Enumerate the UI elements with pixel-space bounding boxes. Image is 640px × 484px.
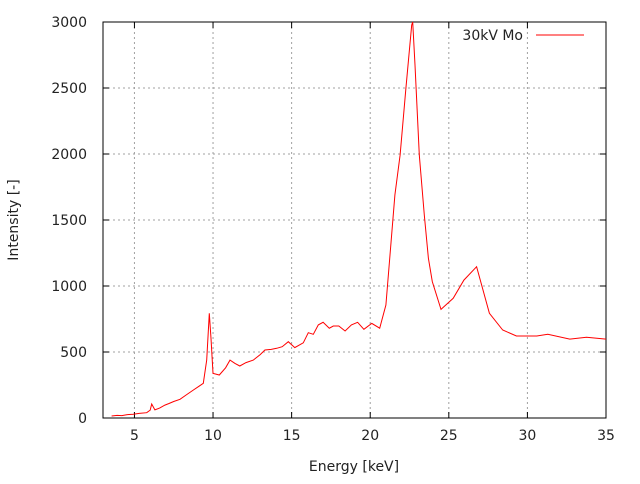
series-layer: [112, 22, 606, 416]
grid: [103, 22, 606, 418]
x-tick-label: 15: [283, 428, 301, 444]
x-tick-label: 35: [597, 428, 615, 444]
x-tick-label: 25: [440, 428, 458, 444]
y-tick-label: 500: [60, 345, 87, 361]
ticks: 5 10 15 20 25 30 35 0 500 1000 1500 2000 2500 3000: [51, 15, 615, 444]
x-tick-label: 30: [518, 428, 536, 444]
x-tick-label: 10: [204, 428, 222, 444]
series-line-30kv-mo: [112, 22, 606, 416]
y-tick-label: 1000: [51, 279, 87, 295]
x-tick-label: 5: [130, 428, 139, 444]
y-tick-label: 2500: [51, 81, 87, 97]
x-axis-label: Energy [keV]: [309, 459, 399, 475]
y-axis-label: Intensity [-]: [6, 179, 22, 260]
y-tick-label: 1500: [51, 213, 87, 229]
legend-label: 30kV Mo: [462, 28, 523, 44]
legend: 30kV Mo: [462, 28, 584, 44]
y-tick-label: 3000: [51, 15, 87, 31]
y-tick-label: 2000: [51, 147, 87, 163]
y-tick-label: 0: [78, 411, 87, 427]
x-tick-label: 20: [361, 428, 379, 444]
